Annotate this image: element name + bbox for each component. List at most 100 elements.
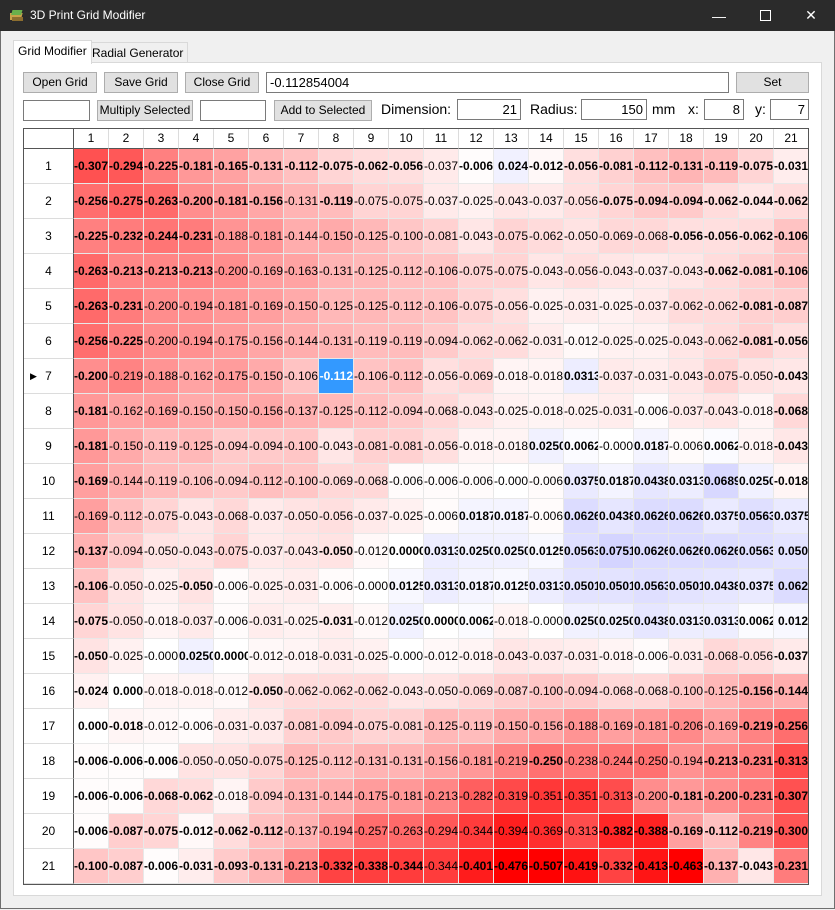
grid-cell[interactable]: -0.0188 (599, 639, 634, 674)
grid-cell[interactable]: -0.263 (74, 254, 109, 289)
close-window-button[interactable]: ✕ (788, 0, 834, 31)
column-header[interactable]: 12 (459, 129, 494, 149)
grid-cell[interactable]: -0.0690 (459, 674, 494, 709)
grid-cell[interactable]: -0.1818 (249, 219, 284, 254)
grid-cell[interactable]: -0.050 (74, 639, 109, 674)
grid-cell[interactable]: -0.213 (109, 254, 144, 289)
grid-cell[interactable]: -0.275 (109, 184, 144, 219)
grid-cell[interactable]: -0.0564 (319, 499, 354, 534)
grid-cell[interactable]: -0.0188 (144, 674, 179, 709)
grid-cell[interactable]: -0.1692 (599, 709, 634, 744)
grid-cell[interactable]: -0.2946 (424, 814, 459, 849)
grid-cell[interactable]: -0.100 (74, 849, 109, 884)
row-header[interactable]: 5 (24, 289, 74, 324)
grid-cell[interactable]: 0.0438 (634, 604, 669, 639)
grid-cell[interactable]: -0.1692 (144, 394, 179, 429)
row-header[interactable]: 21 (24, 849, 74, 884)
grid-cell[interactable]: -0.1693 (249, 289, 284, 324)
grid-cell[interactable]: 0.0375 (704, 499, 739, 534)
grid-cell[interactable]: -0.012 (179, 814, 214, 849)
grid-cell[interactable]: -0.2570 (354, 814, 389, 849)
row-header[interactable]: 14 (24, 604, 74, 639)
grid-cell[interactable]: -0.307 (774, 779, 808, 814)
grid-cell[interactable]: -0.0564 (494, 289, 529, 324)
grid-cell[interactable]: 0.0062 (739, 604, 774, 639)
grid-cell[interactable]: -0.093 (214, 849, 249, 884)
grid-cell[interactable]: -0.018 (109, 709, 144, 744)
grid-cell[interactable]: -0.119 (319, 184, 354, 219)
row-header[interactable]: 16 (24, 674, 74, 709)
grid-cell[interactable]: -0.263 (74, 289, 109, 324)
grid-cell[interactable]: -0.0815 (389, 429, 424, 464)
grid-cell[interactable]: -0.0376 (634, 289, 669, 324)
grid-cell[interactable]: 0.0438 (634, 464, 669, 499)
grid-cell[interactable]: -0.3134 (599, 779, 634, 814)
add-to-selected-button[interactable]: Add to Selected (274, 100, 372, 121)
grid-cell[interactable]: -0.1630 (284, 254, 319, 289)
grid-cell[interactable]: 0.0626 (634, 534, 669, 569)
grid-cell[interactable]: -0.0689 (634, 219, 669, 254)
grid-cell[interactable]: -0.0313 (669, 639, 704, 674)
maximize-button[interactable] (742, 0, 788, 31)
grid-cell[interactable]: 0.0563 (739, 534, 774, 569)
grid-cell[interactable]: 0.050 (774, 534, 808, 569)
grid-cell[interactable]: -0.3697 (529, 814, 564, 849)
grid-cell[interactable]: -0.0125 (214, 674, 249, 709)
grid-cell[interactable]: 0.0313 (424, 534, 459, 569)
grid-cell[interactable]: -0.006 (109, 744, 144, 779)
grid-cell[interactable]: -0.231 (739, 779, 774, 814)
grid-cell[interactable]: -0.0438 (529, 254, 564, 289)
grid-cell[interactable]: 0.0313 (424, 569, 459, 604)
grid-cell[interactable]: -0.0251 (249, 569, 284, 604)
grid-cell[interactable]: -0.0439 (669, 359, 704, 394)
grid-cell[interactable]: -0.1504 (284, 289, 319, 324)
column-header[interactable]: 4 (179, 129, 214, 149)
grid-cell[interactable]: -0.081 (739, 254, 774, 289)
grid-cell[interactable]: -0.200 (179, 184, 214, 219)
row-header[interactable]: 9 (24, 429, 74, 464)
grid-cell[interactable]: -0.0125 (564, 324, 599, 359)
grid-cell[interactable]: -0.1003 (389, 219, 424, 254)
grid-cell[interactable]: -0.0313 (319, 639, 354, 674)
grid-cell[interactable]: -0.1316 (319, 254, 354, 289)
grid-cell[interactable]: 0.0563 (634, 569, 669, 604)
grid-cell[interactable]: -0.1316 (354, 744, 389, 779)
grid-cell[interactable]: 0.0313 (669, 604, 704, 639)
grid-cell[interactable]: -0.075 (144, 814, 179, 849)
grid-cell[interactable]: -0.0439 (494, 639, 529, 674)
grid-cell[interactable]: -0.1128 (249, 464, 284, 499)
grid-cell[interactable]: -0.232 (109, 219, 144, 254)
grid-cell[interactable]: -0.2006 (214, 254, 249, 289)
grid-cell[interactable]: -0.0627 (459, 324, 494, 359)
grid-cell[interactable]: -0.0188 (739, 394, 774, 429)
grid-cell[interactable]: -0.131 (669, 149, 704, 184)
grid-cell[interactable]: -0.112 (284, 149, 319, 184)
grid-cell[interactable]: -0.3446 (459, 814, 494, 849)
column-header[interactable]: 10 (389, 129, 424, 149)
grid-cell[interactable]: -0.1316 (284, 184, 319, 219)
grid-cell[interactable]: -0.0501 (284, 499, 319, 534)
grid-cell[interactable]: -0.119 (704, 149, 739, 184)
grid-cell[interactable]: -0.1316 (284, 779, 319, 814)
grid-cell[interactable]: -0.2507 (634, 744, 669, 779)
grid-cell[interactable]: 0.0626 (634, 499, 669, 534)
grid-cell[interactable]: -0.0438 (494, 184, 529, 219)
grid-cell[interactable]: -0.1316 (319, 324, 354, 359)
grid-cell[interactable]: -0.0940 (424, 324, 459, 359)
grid-cell[interactable]: -0.307 (74, 149, 109, 184)
grid-cell[interactable]: -0.1253 (354, 219, 389, 254)
grid-cell[interactable]: -0.0501 (109, 569, 144, 604)
grid-cell[interactable]: 0.0438 (704, 569, 739, 604)
grid-cell[interactable]: -0.0940 (214, 464, 249, 499)
grid-cell[interactable]: 0.0062 (704, 429, 739, 464)
grid-cell[interactable]: 0.0250 (494, 534, 529, 569)
grid-cell[interactable]: 0.0000 (424, 604, 459, 639)
grid-cell[interactable]: -0.1253 (704, 674, 739, 709)
grid-cell[interactable]: 0.0187 (459, 499, 494, 534)
column-header[interactable]: 2 (109, 129, 144, 149)
grid-cell[interactable]: -0.0376 (634, 254, 669, 289)
grid-cell[interactable]: -0.0313 (634, 359, 669, 394)
grid-cell[interactable]: -0.075 (599, 184, 634, 219)
grid-cell[interactable]: 0.0375 (564, 464, 599, 499)
